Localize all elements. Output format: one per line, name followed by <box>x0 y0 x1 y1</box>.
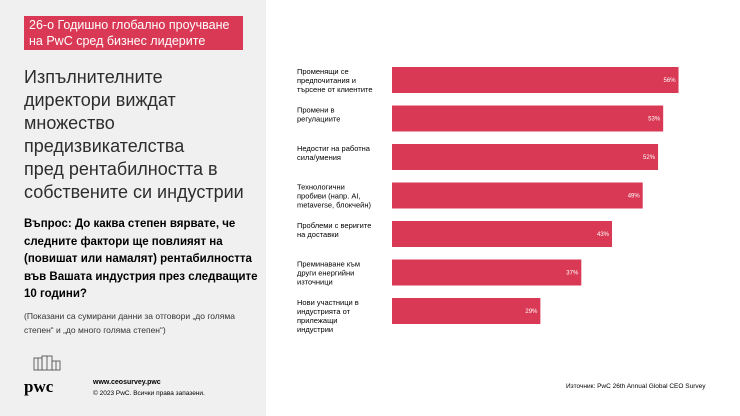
survey-tag-line2: на PwC сред бизнес лидерите <box>29 34 206 48</box>
pwc-logo: pwc <box>24 355 61 396</box>
bar-4 <box>392 182 643 209</box>
category-label-4: Технологични пробиви (напр. AI, metaverse,… <box>297 183 371 210</box>
survey-question: Въпрос: До каква степен вярвате, че след… <box>24 218 258 300</box>
category-label-3: Недостиг на работна сила/умения <box>297 144 371 162</box>
value-label-4: 49% <box>628 194 641 200</box>
footer-copyright: © 2023 PwC. Всички права запазени. <box>93 390 205 397</box>
bar-3 <box>392 144 659 170</box>
category-label-2: Промени в регулациите <box>297 106 340 124</box>
headline: Изпълнителните директори виждат множеств… <box>24 67 244 202</box>
bar-2 <box>392 105 664 132</box>
left-panel: 26-о Годишно глобално проучване на PwC с… <box>0 0 266 416</box>
value-label-1: 56% <box>664 78 677 84</box>
value-label-2: 53% <box>648 117 661 123</box>
bar-7 <box>392 298 541 324</box>
source-note: Източник: PwC 26th Annual Global CEO Sur… <box>566 383 706 390</box>
bar-1 <box>392 67 679 93</box>
category-label-5: Проблеми с веригите на доставки <box>297 221 371 239</box>
bar-5 <box>392 221 613 247</box>
bar-6 <box>392 259 582 286</box>
footer-site: www.ceosurvey.pwc <box>93 379 161 386</box>
category-label-1: Променящи се предпочитания и търсене от кл… <box>297 67 373 94</box>
logo-mark <box>33 355 61 371</box>
value-label-7: 29% <box>525 309 538 315</box>
value-label-5: 43% <box>597 232 610 238</box>
data-note: (Показани са сумирани данни за отговори … <box>24 311 235 335</box>
value-label-3: 52% <box>643 155 656 161</box>
category-label-6: Преминаване към други енергийни източници <box>297 260 360 287</box>
bar-chart: 56% Променящи се предпочитания и търсене от… <box>297 67 679 334</box>
logo-text: pwc <box>24 377 54 396</box>
survey-tag-line1: 26-о Годишно глобално проучване <box>29 18 230 32</box>
value-label-6: 37% <box>566 271 579 277</box>
category-label-7: Нови участници в индустрията от прилежащи и… <box>297 298 359 334</box>
survey-tag: 26-о Годишно глобално проучване на PwC с… <box>24 16 243 50</box>
